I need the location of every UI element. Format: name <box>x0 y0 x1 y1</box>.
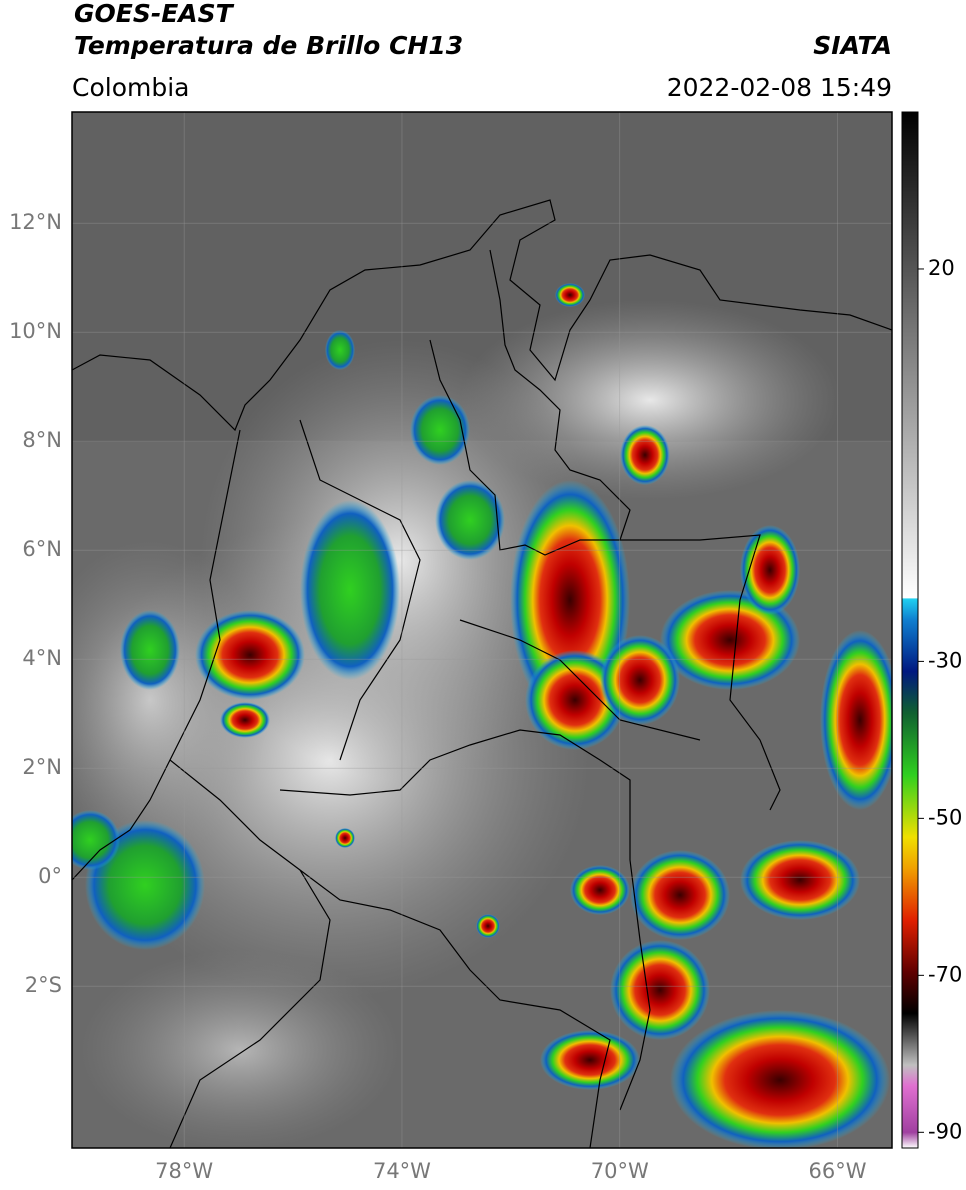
satellite-image <box>72 112 892 1148</box>
border <box>620 534 781 811</box>
lon-label: 78°W <box>155 1159 213 1183</box>
lat-label: 12°N <box>9 210 62 234</box>
department-border <box>459 619 701 741</box>
convective-cell <box>120 610 180 690</box>
lat-label: 2°N <box>22 755 62 779</box>
colorbar-tick-label: 20 <box>928 256 955 280</box>
lat-label: 8°N <box>22 428 62 452</box>
coastline <box>72 199 892 432</box>
source: SIATA <box>813 31 892 60</box>
colorbar-tick-label: -50 <box>928 805 962 829</box>
lat-label: 4°N <box>22 646 62 670</box>
lon-label: 70°W <box>591 1159 649 1183</box>
storm-cell <box>630 850 730 940</box>
cloud <box>80 950 400 1148</box>
border <box>72 429 241 881</box>
convective-cell <box>325 330 355 370</box>
colorbar-tick-label: -90 <box>928 1119 962 1143</box>
venezuela-border <box>429 249 631 556</box>
department-border <box>299 419 421 761</box>
graticule <box>72 112 892 1148</box>
storm-cell <box>220 702 270 738</box>
storm-cell <box>820 630 892 810</box>
convective-cell <box>410 395 470 465</box>
lon-label: 66°W <box>809 1159 867 1183</box>
convective-cell <box>435 480 505 560</box>
storm-cell <box>620 425 670 485</box>
cloud <box>72 540 270 860</box>
lat-label: 2°S <box>25 973 62 997</box>
region: Colombia <box>72 73 189 102</box>
lat-label: 6°N <box>22 537 62 561</box>
colorbar-tick-label: -30 <box>928 648 962 672</box>
colorbar <box>901 111 919 1149</box>
storm-cell <box>335 828 355 848</box>
storm-cell <box>476 914 500 938</box>
colorbar-ticks: 20 -30 -50 -70 -90 <box>918 256 962 1143</box>
storm-cell <box>610 940 710 1040</box>
convective-cell <box>72 810 120 870</box>
border <box>169 759 611 1148</box>
borders <box>72 199 892 1148</box>
convective-cell <box>300 500 400 680</box>
storm-cell <box>540 1030 640 1090</box>
border <box>279 729 651 1111</box>
storm-cell <box>525 650 625 750</box>
storm-cell <box>555 283 585 307</box>
colorbar-tick-label: -70 <box>928 962 962 986</box>
storm-cell <box>195 610 305 700</box>
lat-label: 0° <box>38 864 62 888</box>
storm-cell <box>740 525 800 615</box>
border <box>169 869 331 1148</box>
map-frame <box>71 111 893 1149</box>
storm-cell <box>740 840 860 920</box>
storm-cell <box>570 865 630 915</box>
title-line2: Temperatura de Brillo CH13 <box>74 31 463 60</box>
lon-label: 74°W <box>373 1159 431 1183</box>
lat-label: 10°N <box>9 319 62 343</box>
storm-cell <box>660 590 800 690</box>
title-line1: GOES-EAST <box>74 0 235 28</box>
storm-cell <box>670 1010 890 1148</box>
datetime: 2022-02-08 15:49 <box>667 73 892 102</box>
